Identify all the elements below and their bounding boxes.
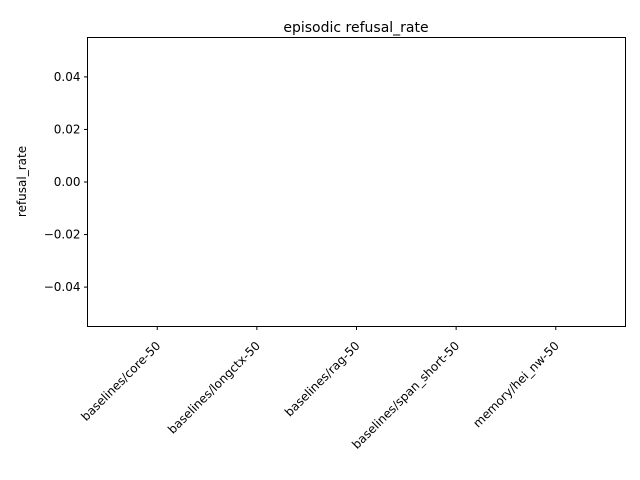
x-tick-label: memory/hei_nw-50 <box>470 339 562 431</box>
y-tick-label: 0.02 <box>54 122 81 136</box>
x-tick-label: baselines/span_short-50 <box>349 339 462 452</box>
x-tick-label: baselines/core-50 <box>78 339 163 424</box>
x-tick-label: baselines/longctx-50 <box>165 339 263 437</box>
x-tick-label: baselines/rag-50 <box>282 339 363 420</box>
chart-title: episodic refusal_rate <box>283 20 428 36</box>
x-axis: baselines/core-50 baselines/longctx-50 bas… <box>78 326 562 452</box>
y-tick-label: 0.04 <box>54 70 81 84</box>
y-tick-label: −0.04 <box>44 280 81 294</box>
y-axis: −0.04 −0.02 0.00 0.02 0.04 <box>44 70 88 294</box>
y-axis-label: refusal_rate <box>15 146 29 217</box>
y-tick-label: 0.00 <box>54 175 81 189</box>
plot-frame <box>87 37 626 327</box>
y-tick-label: −0.02 <box>44 228 81 242</box>
